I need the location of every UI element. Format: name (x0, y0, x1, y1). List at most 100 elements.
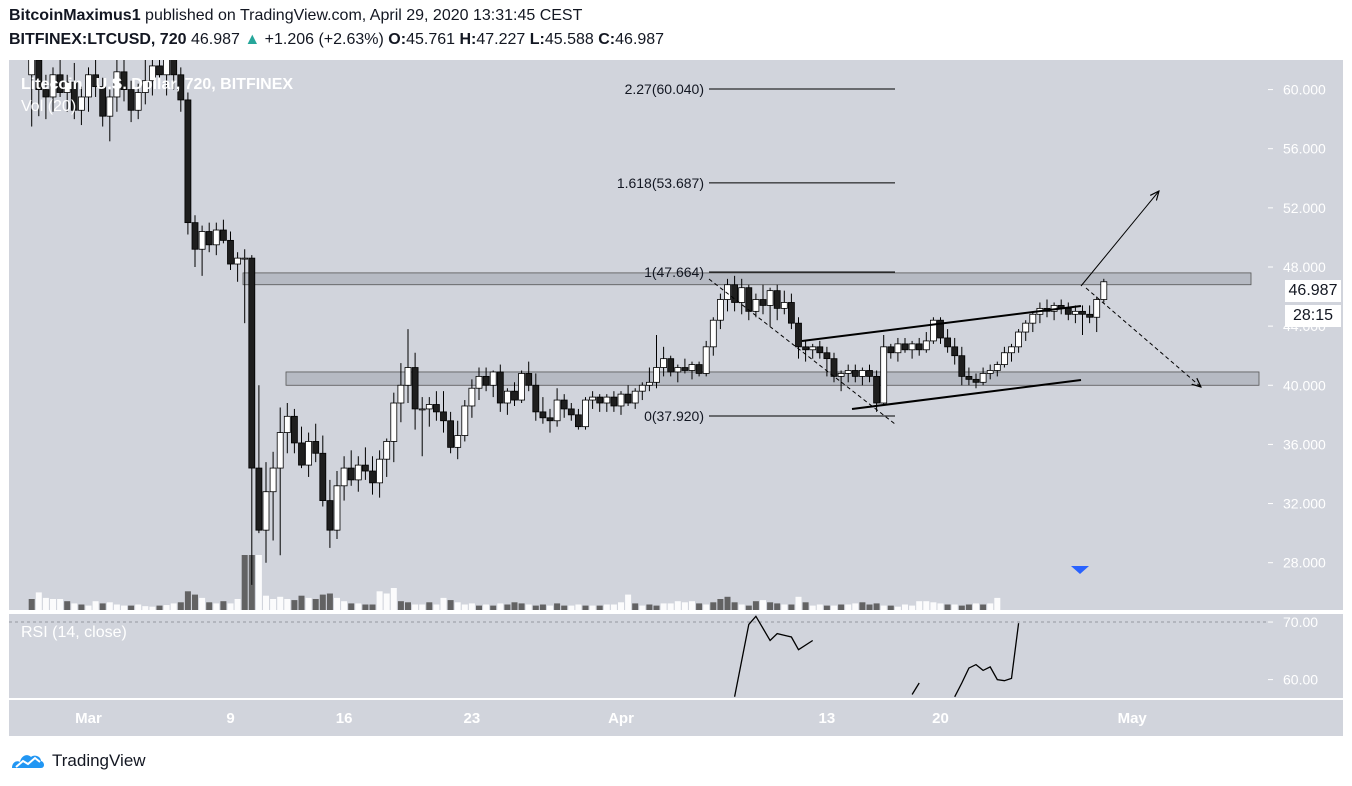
candle-body (113, 71, 121, 98)
time-axis[interactable]: Mar 9 16 23 Apr 13 20 May (9, 700, 1268, 736)
candle-body (1086, 313, 1093, 318)
candle-body (901, 343, 909, 351)
open-label: O: (388, 31, 407, 48)
volume-bar (376, 591, 383, 610)
price-pane[interactable]: 2.27(60.040) 1.618(53.687) 1(47.664) 0(37.9… (9, 60, 1268, 610)
volume-bar (64, 601, 71, 610)
candle-body (596, 396, 604, 404)
candle-body (553, 399, 561, 422)
rsi-axis[interactable]: 70.00 60.00 (1268, 614, 1343, 698)
volume-bar (930, 602, 937, 610)
candle-body (418, 408, 426, 411)
volume-bar (767, 602, 774, 610)
volume-bar (334, 597, 340, 610)
published-text: published on TradingView.com, April 29, … (145, 7, 583, 24)
volume-bar (554, 603, 561, 610)
candle-body (582, 399, 589, 428)
candle-body (496, 371, 504, 404)
rsi-pane[interactable]: RSI (14, close) (9, 614, 1268, 698)
candle-body (937, 319, 944, 339)
channel-lower-line[interactable] (851, 379, 1082, 410)
candle-body (958, 355, 966, 377)
candle-body (28, 60, 36, 76)
volume-bar (958, 605, 965, 610)
volume-bar (113, 604, 120, 610)
price-tick-label: 40.000 (1283, 377, 1326, 393)
candle-body (361, 464, 369, 472)
dashed-move-line[interactable] (708, 278, 896, 425)
price-chart[interactable]: 2.27(60.040) 1.618(53.687) 1(47.664) 0(37.9… (9, 60, 1268, 610)
price-axis[interactable]: 60.00056.00052.00048.00044.00040.00036.0… (1268, 60, 1343, 610)
candle-body (631, 390, 639, 404)
candle-body (1015, 331, 1022, 348)
volume-bar (653, 605, 660, 610)
candle-body (702, 346, 710, 374)
volume-bar (199, 597, 206, 610)
publish-header: BitcoinMaximus1 published on TradingView… (9, 7, 582, 25)
rsi-line (911, 682, 920, 695)
candle-body (823, 352, 831, 360)
candle-body (724, 284, 731, 300)
channel-upper-line[interactable] (801, 305, 1082, 342)
candle-body (376, 458, 384, 484)
bearish-arrow[interactable] (1085, 287, 1201, 387)
footer-brand[interactable]: TradingView (52, 751, 146, 770)
price-tick-label: 52.000 (1283, 200, 1326, 216)
candle-body (660, 358, 667, 368)
volume-bar (667, 603, 674, 610)
volume-bar (277, 596, 284, 610)
author-name[interactable]: BitcoinMaximus1 (9, 7, 141, 24)
volume-bar (369, 604, 376, 610)
candle-body (212, 229, 220, 246)
price-tick-label: 48.000 (1283, 259, 1326, 275)
volume-bar (539, 604, 546, 610)
candle-body (624, 393, 632, 404)
volume-bar (121, 605, 127, 610)
symbol-header: BITFINEX:LTCUSD, 720 46.987 ▲ +1.206 (+2… (9, 31, 664, 49)
volume-bar (149, 606, 156, 610)
candle-body (709, 319, 717, 348)
candle-body (184, 99, 192, 224)
volume-bar (561, 605, 568, 610)
volume-bar (504, 604, 511, 610)
volume-bar (880, 605, 887, 610)
volume-bar (589, 605, 596, 610)
candle-body (99, 86, 107, 117)
candle-body (191, 222, 199, 250)
candle-body (383, 441, 391, 460)
candle-body (866, 370, 873, 377)
rsi-chart[interactable] (9, 614, 1268, 698)
candle-body (134, 92, 142, 111)
legend-title: Litecoin / U.S. Dollar, 720, BITFINEX (21, 76, 293, 93)
volume-bar (227, 603, 234, 610)
last-price-tag: 46.987 (1285, 280, 1341, 302)
volume-bar (951, 604, 958, 610)
time-tick-label: 20 (932, 710, 949, 727)
volume-bar (894, 606, 901, 610)
volume-bar (355, 603, 362, 610)
bullish-arrow[interactable] (1080, 191, 1159, 287)
volume-bar (433, 604, 440, 610)
volume-bar (35, 592, 42, 610)
volume-bar (312, 599, 319, 610)
axis-corner (1268, 700, 1343, 736)
volume-bar (923, 601, 930, 610)
candle-body (681, 367, 689, 371)
candle-body (227, 239, 234, 265)
volume-bar (284, 599, 291, 610)
symbol-label: BITFINEX:LTCUSD, 720 (9, 31, 187, 48)
candle-body (944, 337, 951, 348)
volume-bar (866, 604, 873, 610)
candle-body (610, 396, 618, 407)
volume-bar (319, 594, 326, 610)
pane-divider[interactable] (9, 610, 1343, 614)
candle-body (880, 346, 888, 404)
candle-body (156, 65, 163, 76)
legend-volume: Vol (20) (21, 98, 76, 115)
volume-bar (461, 604, 468, 610)
low-value: 45.588 (544, 31, 594, 48)
candle-body (844, 370, 852, 374)
candle-body (85, 74, 92, 98)
candle-body (369, 470, 376, 484)
candle-body (795, 322, 802, 348)
